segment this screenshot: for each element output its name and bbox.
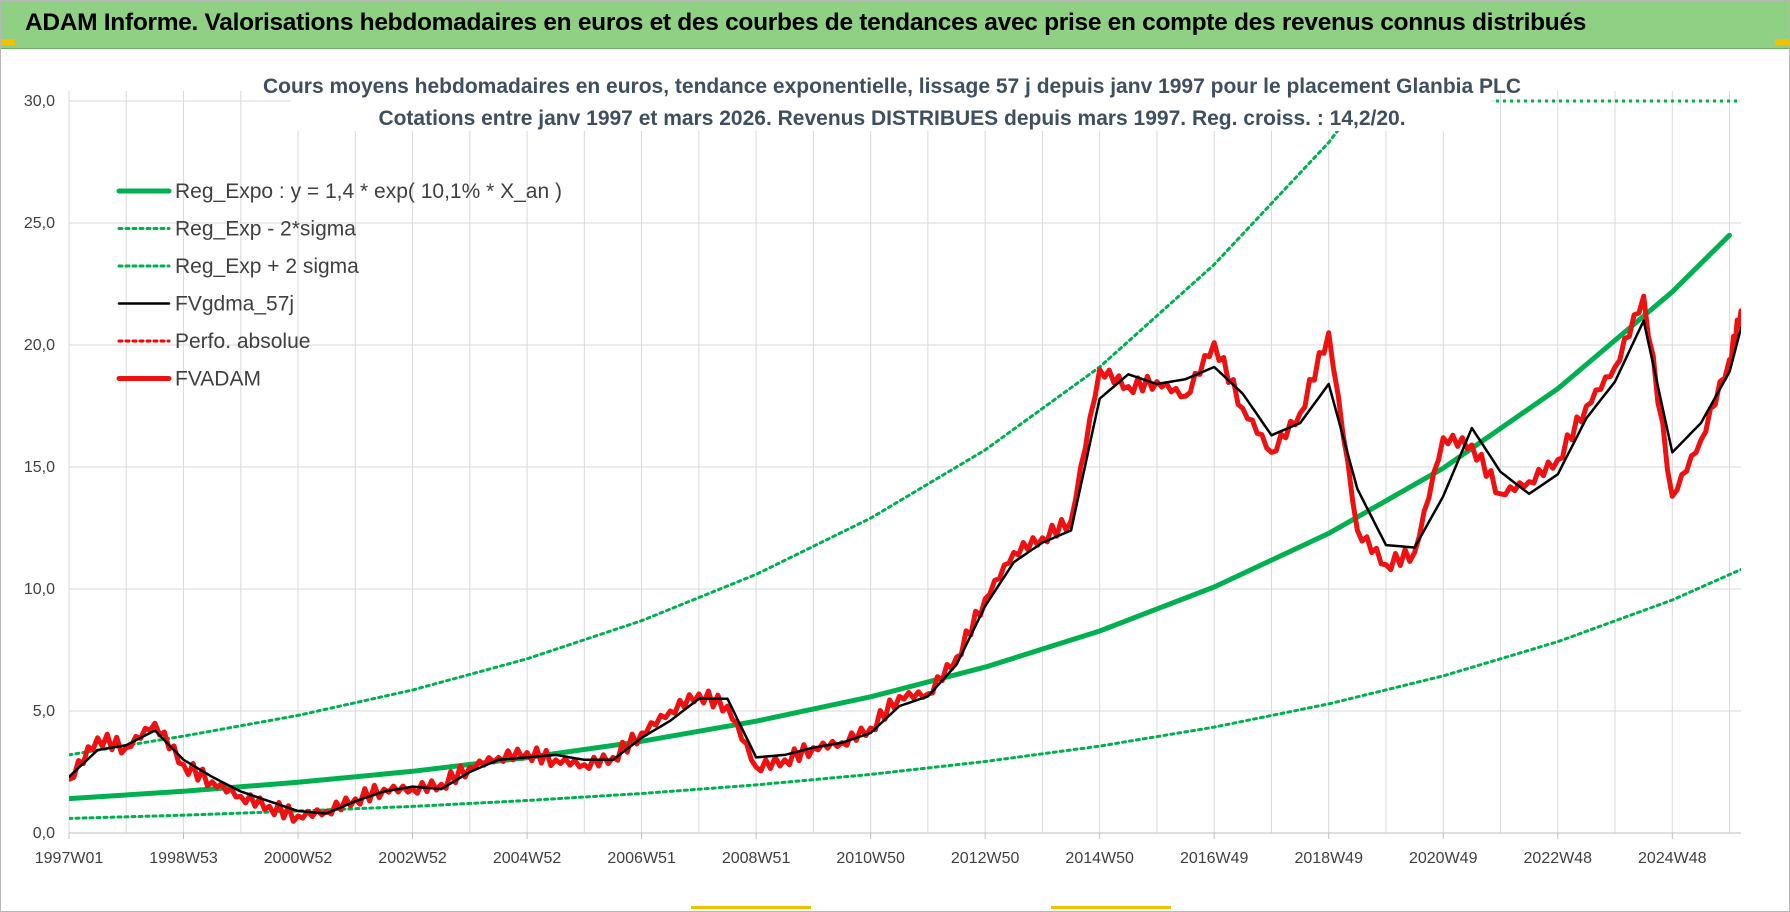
legend-label-2: Reg_Exp + 2 sigma [175, 255, 359, 278]
chart-title: Cours moyens hebdomadaires en euros, ten… [263, 75, 1521, 98]
chart-titles: Cours moyens hebdomadaires en euros, ten… [263, 69, 1521, 131]
x-tick-label: 2000W52 [264, 850, 333, 867]
x-tick-label: 2002W52 [378, 850, 447, 867]
legend-label-5: FVADAM [175, 368, 261, 391]
x-tick-label: 2020W49 [1409, 850, 1478, 867]
x-tick-label: 2010W50 [836, 850, 905, 867]
x-tick-label: 2006W51 [607, 850, 676, 867]
legend-label-3: FVgdma_57j [175, 293, 294, 316]
x-tick-label: 2014W50 [1065, 850, 1134, 867]
x-tick-label: 2004W52 [493, 850, 562, 867]
series-line-3 [69, 319, 1741, 815]
legend-label-0: Reg_Expo : y = 1,4 * exp( 10,1% * X_an ) [175, 180, 562, 203]
series-line-5 [69, 293, 1741, 824]
legend-label-4: Perfo. absolue [175, 330, 310, 353]
y-tick-label: 0,0 [33, 825, 55, 842]
x-tick-label: 2012W50 [951, 850, 1020, 867]
x-tick-label: 2018W49 [1294, 850, 1363, 867]
y-tick-label: 20,0 [24, 337, 55, 354]
header-title: ADAM Informe. Valorisations hebdomadaire… [25, 9, 1587, 36]
x-tick-label: 2024W48 [1638, 850, 1707, 867]
bottom-mark-1 [691, 906, 811, 909]
series-line-1 [69, 568, 1741, 820]
y-tick-label: 25,0 [24, 215, 55, 232]
series-line-0 [69, 232, 1732, 802]
y-tick-label: 15,0 [24, 459, 55, 476]
x-tick-label: 1998W53 [149, 850, 218, 867]
chart-subtitle: Cotations entre janv 1997 et mars 2026. … [378, 107, 1405, 130]
x-tick-label: 1997W01 [35, 850, 104, 867]
x-tick-label: 2008W51 [722, 850, 791, 867]
legend-label-1: Reg_Exp - 2*sigma [175, 218, 356, 241]
y-tick-label: 10,0 [24, 581, 55, 598]
x-tick-label: 2022W48 [1524, 850, 1593, 867]
title-background [291, 69, 1491, 131]
y-tick-label: 30,0 [24, 93, 55, 110]
bottom-mark-2 [1051, 906, 1171, 909]
y-tick-label: 5,0 [33, 703, 55, 720]
x-tick-label: 2016W49 [1180, 850, 1249, 867]
series-layer [69, 91, 1741, 824]
legend: Reg_Expo : y = 1,4 * exp( 10,1% * X_an )… [116, 180, 562, 391]
header-banner: ADAM Informe. Valorisations hebdomadaire… [1, 1, 1789, 49]
axes: 0,0 5,0 10,0 15,0 20,0 25,0 30,0 1997W01 1998W53… [24, 93, 1741, 867]
corner-mark-right [1775, 39, 1789, 45]
series-line-2 [69, 91, 1370, 757]
corner-mark-left [1, 39, 15, 45]
